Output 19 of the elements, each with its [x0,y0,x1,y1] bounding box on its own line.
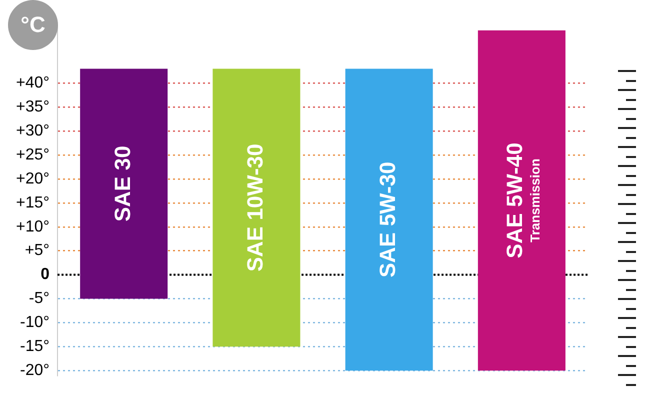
y-tick-label: +5° [24,242,50,260]
y-tick-label: +30° [16,122,50,140]
y-tick-label: -10° [20,314,50,332]
y-tick-label: +10° [16,218,50,236]
annotation: Transmission [527,158,542,242]
y-tick-label: +15° [16,194,50,212]
y-tick-label: +35° [16,98,50,116]
x-tick-label: SAE 5W-30 [375,162,400,278]
x-tick-label: SAE 10W-30 [242,144,268,272]
y-tick-label: +25° [16,146,50,164]
y-axis-title: °C [8,0,58,50]
y-tick-label: +40° [16,74,50,92]
y-tick-label: -15° [20,338,50,356]
y-tick-label: 0 [40,266,50,284]
y-tick-label: -5° [28,290,50,308]
x-tick-label: SAE 30 [110,146,135,222]
x-tick-label: SAE 5W-40 [502,142,527,258]
y-tick-label: +20° [16,170,50,188]
y-tick-label: -20° [20,362,50,380]
